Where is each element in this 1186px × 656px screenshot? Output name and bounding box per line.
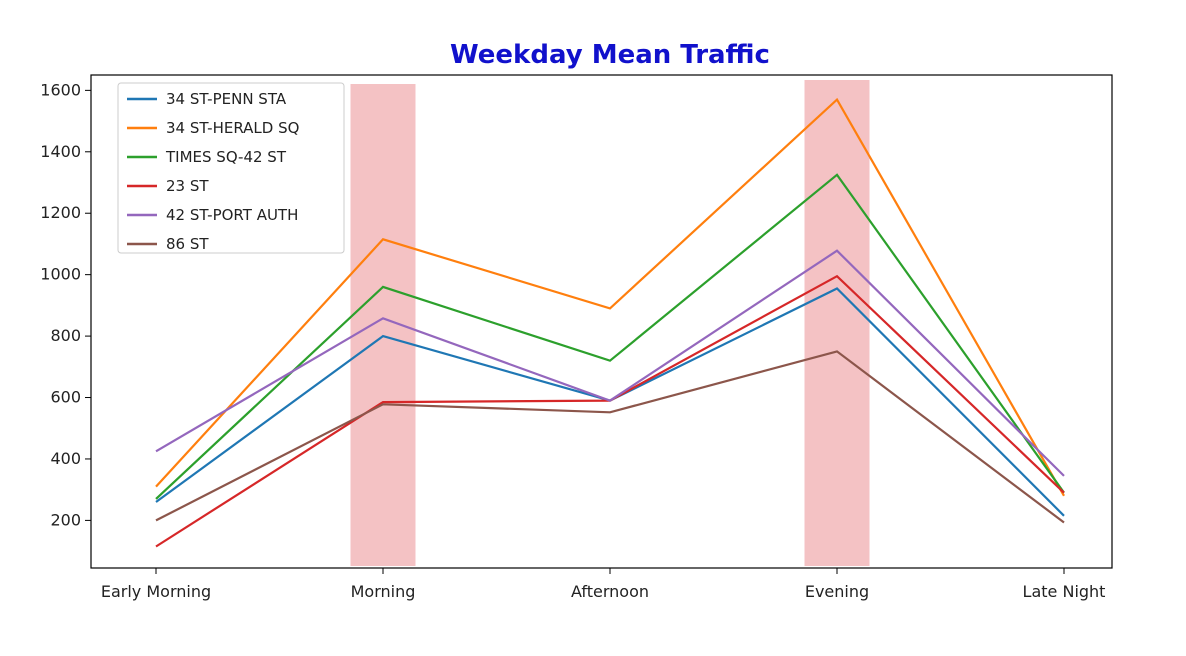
series-line-2 [155,97,1065,497]
series-lines [155,97,1065,548]
legend: 34 ST-PENN STA 34 ST-HERALD SQ TIMES SQ-42… [117,82,345,254]
x-axis-ticks: Early Morning Morning Afternoon Evening Late… [101,568,1106,601]
y-tick-label: 1600 [40,80,81,99]
x-tick-label: Evening [805,582,869,601]
y-tick-label: 800 [50,326,81,345]
legend-label: TIMES SQ-42 ST [165,148,287,166]
y-tick-label: 1000 [40,265,81,284]
legend-label: 42 ST-PORT AUTH [166,206,298,224]
y-tick-label: 1200 [40,203,81,222]
x-tick-label: Early Morning [101,582,211,601]
legend-label: 23 ST [166,177,209,195]
series-line-5 [155,249,1065,477]
series-line-1 [155,287,1065,517]
legend-box [117,82,345,254]
x-tick-label: Late Night [1023,582,1106,601]
legend-label: 34 ST-HERALD SQ [166,119,299,137]
legend-label: 34 ST-PENN STA [166,90,287,108]
y-tick-label: 600 [50,388,81,407]
plot-frame [90,74,1113,569]
chart-title: Weekday Mean Traffic [450,40,770,70]
y-axis-ticks: 200 400 600 800 1000 1200 1400 1600 [40,80,91,529]
y-tick-label: 400 [50,449,81,468]
series-line-3 [155,173,1065,500]
y-tick-label: 1400 [40,142,81,161]
highlight-bands [350,80,870,566]
legend-label: 86 ST [166,235,209,253]
series-line-6 [155,350,1065,524]
highlight-band-evening [804,80,870,566]
y-tick-label: 200 [50,510,81,529]
highlight-band-morning [350,84,416,566]
x-tick-label: Morning [351,582,416,601]
x-tick-label: Afternoon [571,582,649,601]
